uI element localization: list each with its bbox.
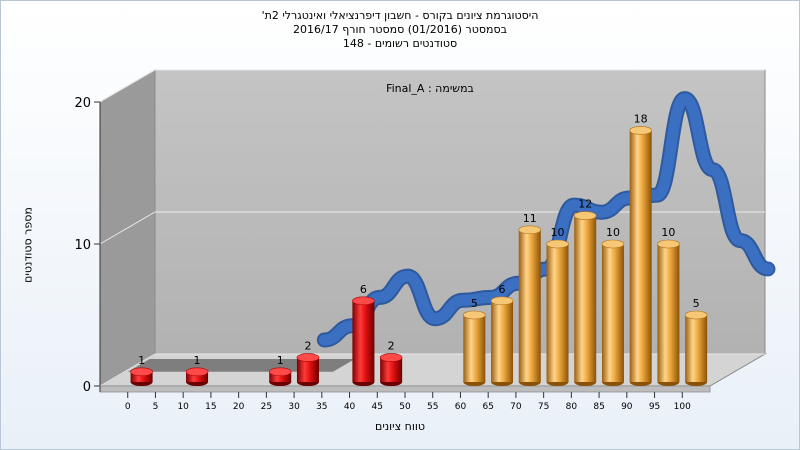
x-tick-label-7: 35 [316, 402, 327, 412]
low-shelf [127, 359, 355, 372]
bar-value-label-5: 2 [388, 340, 395, 353]
bar-value-label-4: 6 [360, 283, 367, 296]
chart-title-line-2: בסמסטר (01/2016) סמסטר חורף 2016/17 [293, 23, 507, 36]
bar-body-9 [546, 244, 569, 382]
bar-value-label-2: 1 [277, 354, 284, 367]
bar-body-6 [463, 315, 486, 382]
bar-7: 6 [490, 283, 514, 386]
bar-value-label-0: 1 [138, 354, 145, 367]
bar-body-4 [352, 300, 375, 382]
bar-body-0 [130, 371, 153, 382]
bar-6: 5 [463, 297, 486, 386]
bar-body-10 [574, 215, 597, 382]
chart-title-line-3: סטודנטים רשומים - 148 [342, 37, 458, 50]
x-tick-label-14: 70 [510, 402, 522, 412]
grid-line-y-2 [99, 69, 765, 103]
bar-4: 6 [352, 283, 375, 386]
chart-title-line-1: היסטוגרמת ציונים בקורס - חשבון דיפרנציאל… [261, 9, 539, 22]
bar-cap-4 [352, 296, 375, 306]
bar-body-7 [491, 300, 514, 382]
bar-cap-14 [684, 310, 708, 320]
bar-body-2 [269, 371, 292, 382]
x-tick-label-15: 75 [538, 402, 549, 412]
x-tick-label-20: 100 [674, 402, 691, 412]
bar-body-14 [685, 315, 708, 382]
x-tick-label-17: 85 [593, 402, 604, 412]
bar-value-label-10: 12 [578, 198, 592, 211]
bar-value-label-12: 18 [634, 112, 648, 125]
bar-12: 18 [629, 112, 652, 386]
bar-2: 1 [268, 354, 292, 386]
x-axis-label: טווח ציונים [375, 420, 425, 433]
x-tick-label-4: 20 [233, 402, 245, 412]
x-tick-label-18: 90 [621, 402, 633, 412]
x-tick-label-8: 40 [344, 402, 356, 412]
bar-8: 11 [518, 212, 542, 386]
bar-0: 1 [130, 354, 153, 386]
bar-cap-13 [657, 239, 680, 249]
x-tick-label-2: 10 [177, 402, 189, 412]
y-tick-label-1: 10 [74, 238, 91, 253]
x-tick-label-9: 45 [372, 402, 383, 412]
bar-cap-12 [629, 126, 652, 135]
bar-cap-2 [268, 367, 292, 377]
bar-value-label-9: 10 [551, 226, 565, 239]
x-tick-label-16: 80 [566, 402, 578, 412]
x-tick-label-19: 95 [649, 402, 660, 412]
bar-10: 12 [573, 198, 597, 386]
bar-3: 2 [296, 340, 320, 386]
bar-cap-0 [130, 367, 153, 377]
bar-14: 5 [684, 297, 708, 386]
task-annotation: במשימה : Final_A [386, 82, 474, 95]
x-tick-label-1: 5 [153, 402, 159, 412]
bar-body-11 [601, 244, 624, 382]
bar-cap-6 [463, 310, 486, 320]
y-tick-label-2: 20 [74, 96, 91, 111]
bar-body-3 [296, 357, 319, 382]
bar-value-label-13: 10 [661, 226, 675, 239]
chart-floor-edge [99, 385, 711, 393]
bar-cap-3 [296, 353, 320, 362]
bar-value-label-6: 5 [471, 297, 478, 310]
bar-cap-11 [601, 239, 625, 249]
x-tick-label-0: 0 [125, 402, 131, 412]
x-tick-label-10: 50 [399, 402, 411, 412]
x-tick-label-5: 25 [261, 402, 272, 412]
y-tick-label-0: 0 [83, 380, 91, 395]
bar-value-label-8: 11 [523, 212, 537, 225]
bar-13: 10 [657, 226, 680, 386]
bar-body-12 [629, 130, 652, 382]
bar-value-label-7: 6 [499, 283, 506, 296]
bar-cap-10 [573, 211, 597, 220]
bar-5: 2 [379, 340, 403, 386]
bar-body-5 [380, 357, 403, 382]
bar-value-label-14: 5 [693, 297, 700, 310]
bar-body-1 [186, 371, 209, 382]
x-tick-label-12: 60 [455, 402, 467, 412]
bar-11: 10 [601, 226, 625, 386]
bar-cap-7 [490, 296, 514, 306]
bar-1: 1 [185, 354, 209, 386]
x-tick-label-11: 55 [427, 402, 438, 412]
bar-cap-1 [185, 367, 209, 377]
x-tick-label-3: 15 [205, 402, 216, 412]
bar-body-8 [518, 229, 541, 382]
bar-cap-8 [518, 225, 542, 235]
bar-value-label-11: 10 [606, 226, 620, 239]
x-tick-label-13: 65 [482, 402, 493, 412]
bar-cap-5 [379, 353, 403, 362]
bar-body-13 [657, 244, 680, 382]
bar-9: 10 [546, 226, 569, 386]
bar-cap-9 [546, 239, 569, 249]
bar-value-label-3: 2 [304, 340, 311, 353]
bar-value-label-1: 1 [194, 354, 201, 367]
x-tick-label-6: 30 [288, 402, 300, 412]
